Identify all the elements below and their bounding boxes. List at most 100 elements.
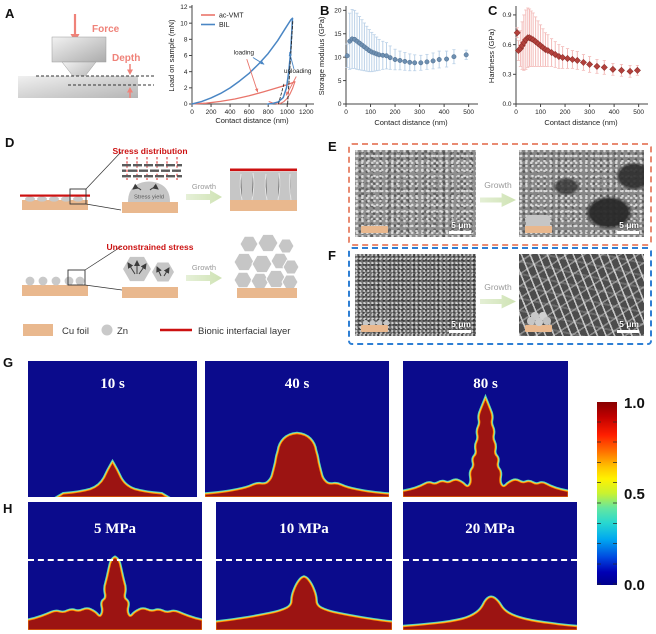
svg-text:4: 4: [184, 69, 188, 76]
reference-dashed-line: [403, 559, 577, 561]
svg-text:15: 15: [334, 31, 342, 38]
cu-foil-inset-icon: [361, 226, 388, 233]
cu-foil-bar: [230, 200, 297, 211]
dendrite-shape: [205, 361, 389, 497]
chart-storage-modulus: 0 100 200 300 400 500 0 5 10 15 20 Contact distance…: [317, 6, 478, 127]
zoom-box: [67, 269, 86, 286]
svg-text:loading: loading: [234, 50, 255, 57]
nuclei-inset-icon: [361, 320, 389, 332]
svg-text:1000: 1000: [280, 109, 295, 116]
simulation-10mpa: 10 MPa: [216, 502, 392, 630]
unconstrained-stress-detail: Unconstrained stress: [107, 242, 194, 298]
sim-pressure-label: 10 MPa: [279, 521, 329, 537]
svg-text:Hardness (GPa): Hardness (GPa): [487, 28, 496, 83]
growth-label: Growth: [192, 263, 216, 272]
svg-text:Contact distance (nm): Contact distance (nm): [544, 118, 618, 127]
panel-label-c: C: [488, 3, 498, 18]
sem-panel-bare: 5 μm Growth 5 μm: [348, 247, 652, 345]
bare-mini-schematic: [22, 245, 123, 296]
svg-text:500: 500: [633, 109, 644, 116]
svg-text:8: 8: [184, 37, 188, 44]
scale-label: 5 μm: [619, 220, 639, 230]
panel-label-f: F: [328, 248, 336, 263]
svg-text:ac-VMT: ac-VMT: [219, 12, 244, 19]
growth-arrow: Growth: [477, 254, 519, 336]
svg-text:0: 0: [514, 109, 518, 116]
unconstrained-stress-label: Unconstrained stress: [107, 242, 194, 252]
svg-text:20: 20: [334, 8, 342, 15]
pile-inset-icon: [525, 311, 552, 332]
colorbar-min-label: 0.0: [624, 577, 645, 594]
brick-layer: [122, 164, 182, 178]
chart-hardness: 0 100 200 300 400 500 0.0 0.3 0.6 0.9 Contact dist…: [487, 6, 648, 127]
svg-text:0.6: 0.6: [502, 42, 511, 49]
diagram-legend: Cu foil Zn Bionic interfacial layer: [23, 324, 290, 337]
sem-image-bare-early: 5 μm: [355, 254, 476, 336]
cu-foil-swatch: [23, 324, 53, 336]
sem-image-bil-grown: 5 μm: [519, 150, 644, 237]
dendrite-shape: [403, 361, 568, 497]
dendrite-shape: [28, 361, 197, 497]
svg-text:10: 10: [334, 54, 342, 61]
svg-text:400: 400: [609, 109, 620, 116]
colorbar-max-label: 1.0: [624, 395, 645, 412]
depth-arrowhead-down: [127, 69, 133, 75]
bionic-layer-line: [20, 194, 90, 197]
cu-foil-bar: [122, 287, 178, 298]
depth-arrowhead-up: [127, 87, 133, 93]
svg-text:200: 200: [390, 109, 401, 116]
svg-text:200: 200: [560, 109, 571, 116]
scale-bar: [449, 231, 471, 234]
scale-bar: [449, 330, 471, 333]
dendrite-shape: [28, 502, 202, 630]
cu-foil-bar: [22, 200, 88, 210]
svg-text:400: 400: [439, 109, 450, 116]
svg-text:0: 0: [184, 101, 188, 108]
reference-dashed-line: [28, 559, 202, 561]
bil-mini-schematic: [20, 151, 122, 211]
panel-label-h: H: [3, 501, 13, 516]
panel-label-d: D: [5, 135, 15, 150]
chart-load-displacement: 0 200 400 600 800 1000 1200 0 2 4 6 8 10 12 Contact di…: [167, 4, 314, 125]
cu-foil-bar: [122, 202, 178, 213]
dendrite-shape: [403, 502, 577, 630]
panel-label-e: E: [328, 139, 337, 154]
growth-arrow-shape: [480, 294, 516, 309]
simulation-80s: 80 s: [403, 361, 568, 497]
reference-dashed-line: [216, 559, 392, 561]
svg-text:unloading: unloading: [284, 68, 312, 75]
scale-bar: [617, 231, 639, 234]
scale-label: 5 μm: [619, 319, 639, 329]
dendrite-shape: [216, 502, 392, 630]
svg-text:BIL: BIL: [219, 22, 230, 29]
svg-text:Storage modulus (GPa): Storage modulus (GPa): [317, 16, 326, 95]
sem-panel-bil: 5 μm Growth 5 μm: [348, 143, 652, 246]
svg-text:Load on sample (mN): Load on sample (mN): [167, 19, 176, 92]
growth-arrow: Growth: [477, 150, 519, 237]
cu-foil-bar: [22, 285, 88, 296]
sem-image-bare-grown: 5 μm: [519, 254, 644, 336]
stress-yield-label: Stress yield: [134, 195, 164, 201]
nanoindentation-schematic: Force Depth: [18, 14, 154, 98]
indenter-body: [51, 36, 107, 63]
zn-swatch: [101, 324, 113, 336]
simulation-10s: 10 s: [28, 361, 197, 497]
svg-text:0.0: 0.0: [502, 101, 511, 108]
stress-distribution-detail: Stress distribution Stress yield: [112, 146, 188, 213]
sim-pressure-label: 5 MPa: [93, 521, 137, 537]
scale-label: 5 μm: [451, 220, 471, 230]
colorbar: [597, 402, 617, 585]
scale-label: 5 μm: [451, 319, 471, 329]
bionic-legend-label: Bionic interfacial layer: [198, 326, 290, 337]
growth-mechanism-diagram: Stress distribution Stress yield Growth: [20, 146, 300, 337]
svg-text:800: 800: [263, 109, 274, 116]
depth-label: Depth: [112, 53, 140, 64]
uniform-layer-inset-icon: [525, 215, 552, 233]
svg-text:2: 2: [184, 85, 188, 92]
simulation-20mpa: 20 MPa: [403, 502, 577, 630]
svg-text:100: 100: [535, 109, 546, 116]
svg-text:Contact distance (nm): Contact distance (nm): [215, 116, 289, 125]
indenter-tip: [61, 61, 97, 85]
panel-label-g: G: [3, 355, 14, 370]
